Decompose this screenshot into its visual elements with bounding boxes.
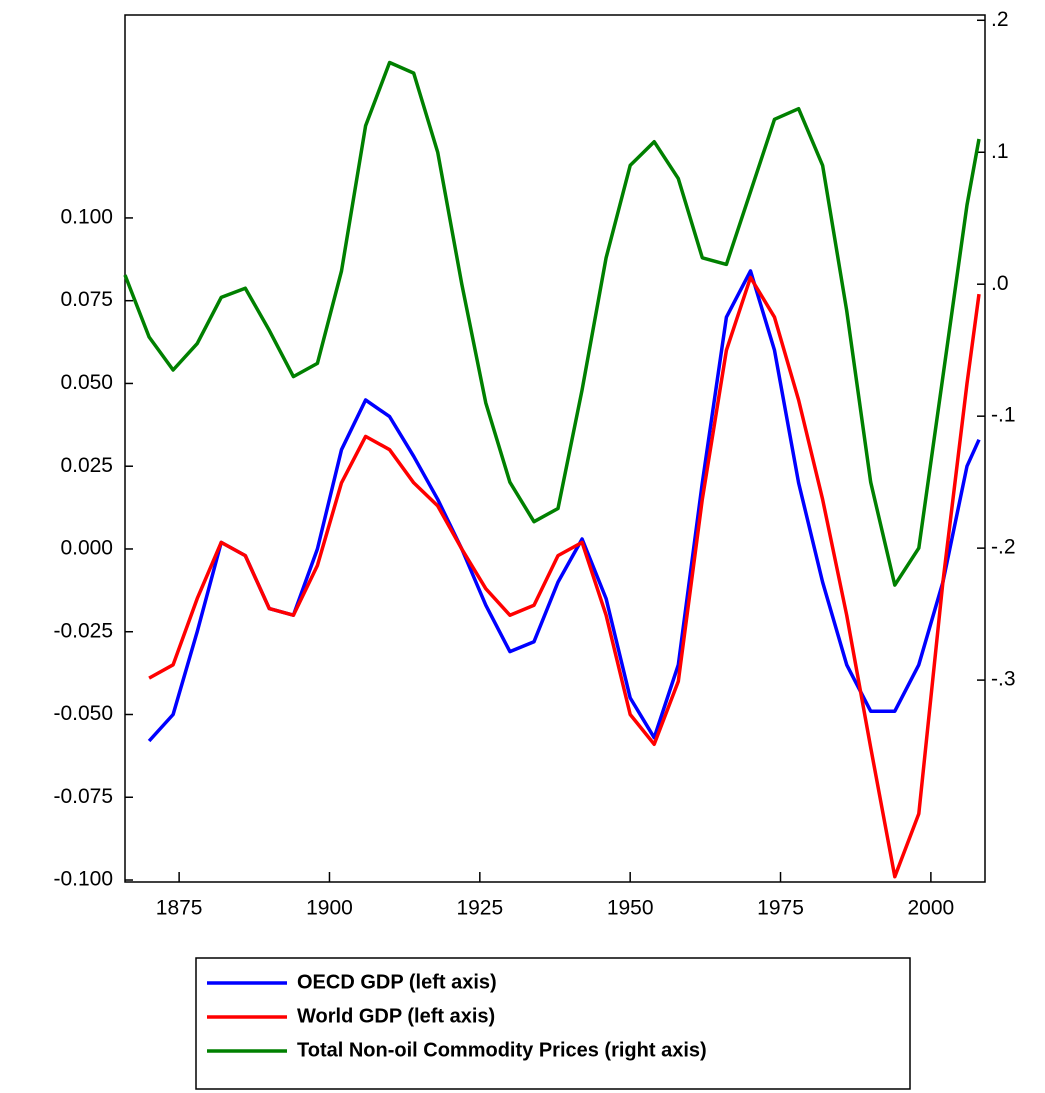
legend: OECD GDP (left axis) World GDP (left axis… [195, 957, 911, 1090]
legend-label: Total Non-oil Commodity Prices (right ax… [297, 1039, 707, 1061]
series-line [123, 60, 981, 587]
y-tick-label: 0.025 [60, 454, 113, 477]
x-tick-label: 1975 [757, 897, 804, 920]
x-tick-label: 1950 [607, 897, 654, 920]
y-tick-label: 0.075 [60, 288, 113, 311]
y-tick-label: -0.025 [53, 619, 113, 642]
y2-tick-label: .2 [991, 8, 1009, 31]
series-line [148, 275, 981, 879]
x-tick-label: 1900 [306, 897, 353, 920]
y2-tick-label: -.1 [991, 404, 1016, 427]
legend-label: World GDP (left axis) [297, 1005, 495, 1027]
x-tick-label: 2000 [908, 897, 955, 920]
y-tick-label: 0.100 [60, 205, 113, 228]
y2-tick-label: .0 [991, 272, 1009, 295]
legend-label: OECD GDP (left axis) [297, 971, 497, 993]
y2-tick-label: -.3 [991, 668, 1016, 691]
y-tick-label: -0.075 [53, 785, 113, 808]
y2-tick-label: -.2 [991, 536, 1016, 559]
x-tick-label: 1875 [156, 897, 203, 920]
y-tick-label: 0.050 [60, 371, 113, 394]
y-tick-label: -0.050 [53, 702, 113, 725]
x-tick-label: 1925 [456, 897, 503, 920]
y-tick-label: -0.100 [53, 868, 113, 891]
plot-frame [124, 14, 986, 883]
legend-box [195, 957, 911, 1090]
y-tick-label: 0.000 [60, 537, 113, 560]
y2-tick-label: .1 [991, 140, 1009, 163]
